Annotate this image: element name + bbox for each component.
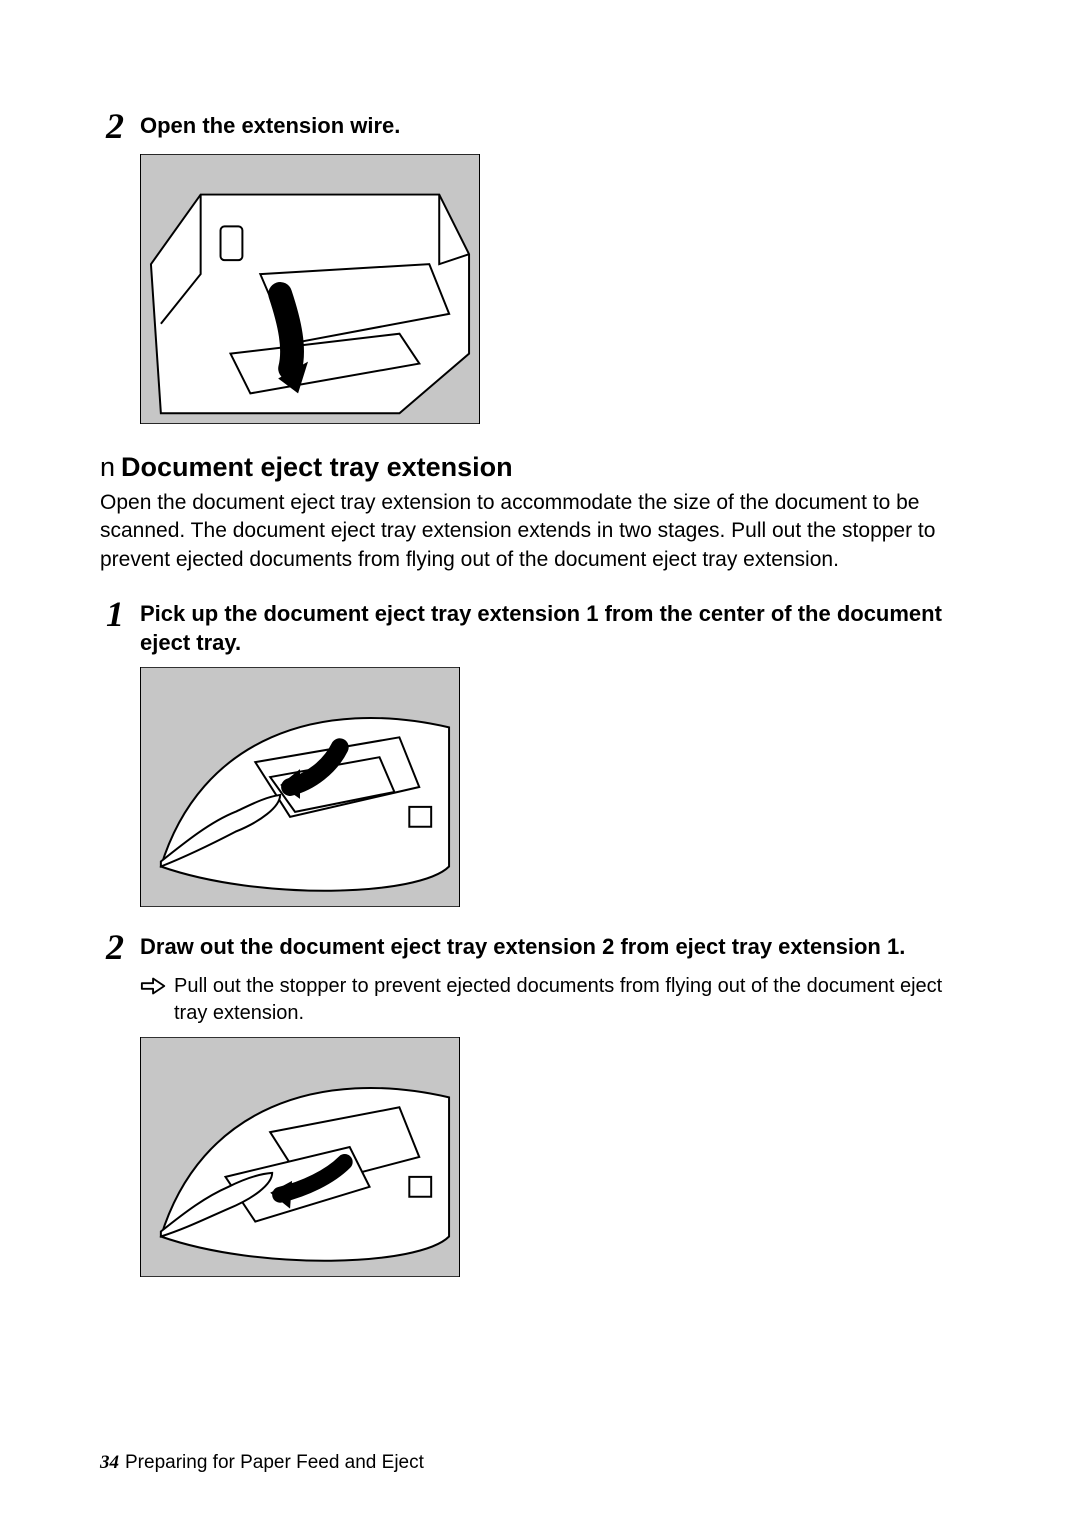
step-title: Draw out the document eject tray extensi…	[140, 929, 905, 962]
step-number: 1	[100, 596, 140, 632]
section-heading-text: Document eject tray extension	[121, 452, 513, 482]
figure-extension-wire	[140, 154, 480, 424]
step-pick-up-extension-1: 1 Pick up the document eject tray extens…	[100, 596, 980, 657]
footer-text: Preparing for Paper Feed and Eject	[125, 1452, 424, 1473]
step-title: Open the extension wire.	[140, 108, 400, 141]
step-number: 2	[100, 929, 140, 965]
step-number: 2	[100, 108, 140, 144]
step-title: Pick up the document eject tray extensio…	[140, 596, 980, 657]
note-text: Pull out the stopper to prevent ejected …	[174, 973, 980, 1027]
section-bullet: n	[100, 452, 115, 482]
section-heading: nDocument eject tray extension	[100, 452, 980, 483]
page-footer: 34 Preparing for Paper Feed and Eject	[100, 1452, 424, 1474]
note-row: Pull out the stopper to prevent ejected …	[140, 973, 980, 1027]
step-open-extension-wire: 2 Open the extension wire.	[100, 108, 980, 144]
section-body: Open the document eject tray extension t…	[100, 489, 980, 574]
note-arrow-icon	[140, 973, 174, 1002]
figure-eject-tray-2	[140, 1037, 460, 1277]
page-number: 34	[100, 1452, 119, 1473]
figure-eject-tray-1	[140, 667, 460, 907]
step-draw-out-extension-2: 2 Draw out the document eject tray exten…	[100, 929, 980, 965]
